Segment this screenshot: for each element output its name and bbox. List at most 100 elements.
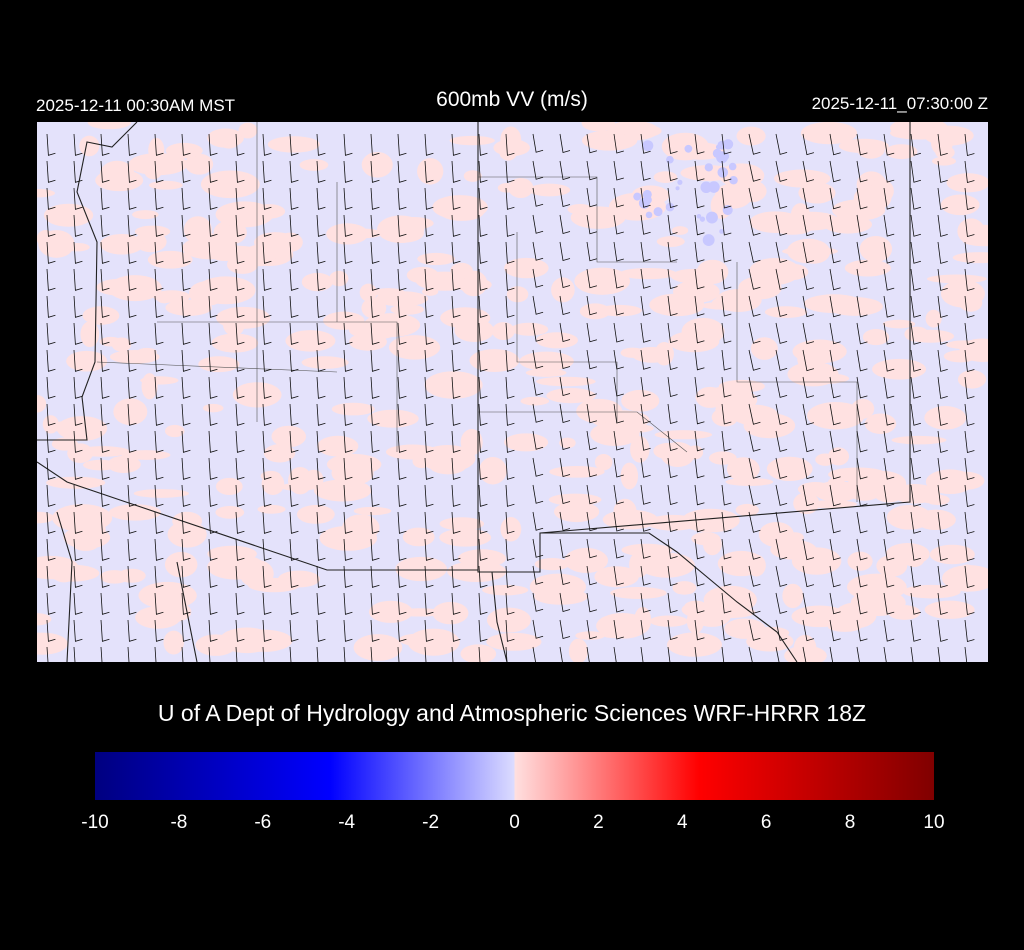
wind-barb (100, 268, 110, 291)
vv-positive-patch (952, 252, 988, 264)
wind-barb (694, 268, 705, 290)
vv-positive-patch (155, 291, 173, 304)
vv-positive-patch (618, 424, 654, 433)
vv-negative-patch (677, 179, 683, 185)
vv-positive-patch (726, 457, 760, 481)
colorbar-tick-label: -10 (81, 812, 109, 833)
vv-positive-patch (798, 182, 836, 204)
vv-positive-patch (375, 291, 429, 307)
wind-barb (505, 241, 515, 264)
wind-barb (937, 160, 948, 183)
wind-barb (694, 565, 705, 587)
wind-barb (235, 295, 245, 318)
wind-barb (937, 295, 948, 318)
vv-positive-patch (486, 607, 532, 633)
wind-barb (208, 457, 218, 480)
wind-barb (478, 187, 488, 210)
local-time-label: 2025-12-11 00:30AM MST (36, 96, 236, 115)
vv-positive-patch (37, 632, 68, 655)
wind-barb (451, 160, 461, 183)
wind-barb (802, 160, 815, 183)
wind-barb (964, 619, 975, 643)
wind-barb (370, 457, 380, 480)
wind-barb (748, 322, 761, 344)
wind-barb (181, 430, 191, 453)
wind-barb (775, 538, 788, 560)
wind-barb (910, 349, 922, 372)
vv-positive-patch (815, 453, 836, 466)
wind-barb (181, 592, 191, 615)
wind-barb (127, 403, 137, 426)
wind-barb (154, 511, 164, 534)
vv-positive-patch (207, 545, 257, 562)
vv-positive-patch (791, 605, 848, 628)
wind-barb (910, 538, 922, 561)
vv-positive-patch (37, 395, 47, 413)
wind-barb (343, 592, 353, 615)
wind-barb (829, 133, 841, 156)
wind-barb (424, 214, 434, 237)
wind-barb (46, 646, 49, 662)
vv-positive-patch (800, 122, 858, 145)
vv-positive-patch (45, 564, 100, 582)
wind-barb (964, 457, 975, 481)
wind-barb (559, 565, 571, 586)
vv-positive-patch (638, 552, 695, 578)
wind-barb (100, 457, 110, 480)
wind-barb (694, 457, 705, 479)
vv-positive-patch (200, 170, 260, 199)
wind-barb (424, 295, 434, 318)
vv-positive-patch (711, 407, 739, 427)
wind-barb (100, 349, 110, 372)
wind-barb (208, 646, 211, 662)
vertical-velocity-map (37, 122, 988, 662)
wind-barb (397, 241, 407, 264)
wind-barb (964, 376, 975, 400)
wind-barb (937, 646, 941, 662)
wind-barb (964, 295, 975, 319)
vv-positive-patch (621, 543, 673, 557)
wind-barb (640, 295, 651, 316)
wind-barb (694, 349, 705, 371)
wind-barb (235, 538, 245, 561)
wind-barb (478, 646, 481, 662)
vv-positive-patch (479, 456, 507, 485)
wind-barb (262, 565, 272, 588)
wind-barb (397, 592, 407, 615)
wind-barb (667, 268, 678, 290)
wind-barb (208, 133, 218, 156)
wind-barb (100, 376, 110, 399)
wind-barb (73, 376, 83, 399)
wind-barb (613, 538, 624, 559)
wind-barb (964, 268, 975, 292)
wind-barb (181, 133, 191, 156)
vv-positive-patch (121, 450, 171, 460)
wind-barb (694, 187, 705, 209)
wind-barb (289, 268, 299, 291)
vv-positive-patch (79, 135, 100, 157)
wind-barb (208, 511, 218, 534)
wind-barb (910, 403, 922, 426)
wind-barb (154, 565, 164, 588)
colorbar-tick-label: 6 (760, 812, 772, 833)
wind-barb (289, 484, 299, 507)
wind-barb (289, 430, 299, 453)
vv-positive-patch (368, 600, 413, 623)
wind-barb (964, 484, 975, 508)
wind-barb (235, 214, 245, 237)
wind-barb (613, 646, 617, 662)
vv-positive-patch (500, 517, 522, 542)
wind-barb (262, 538, 272, 561)
wind-barb (289, 538, 299, 561)
wind-barb (559, 295, 571, 316)
wind-barb (262, 295, 272, 318)
wind-barb (73, 295, 83, 318)
wind-barb (235, 430, 245, 453)
wind-barb (181, 457, 191, 480)
colorbar-tick-label: -8 (170, 812, 188, 833)
wind-barb (505, 538, 515, 561)
vv-positive-patch (96, 279, 140, 296)
wind-barb (802, 457, 815, 480)
wind-barb (505, 430, 515, 453)
wind-barb (640, 133, 651, 154)
